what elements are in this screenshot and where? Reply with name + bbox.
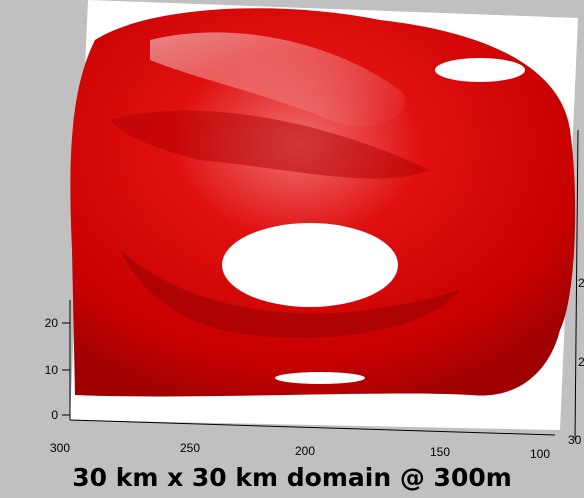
tick-label: 200 [295, 444, 315, 458]
shadow-band [120, 250, 460, 338]
tick-label: 150 [430, 445, 450, 459]
highlight [150, 32, 406, 127]
bottom-ticks: 300 250 200 150 100 [50, 441, 550, 461]
tick-label: 0 [51, 408, 58, 422]
axis-line [574, 129, 579, 441]
axis-line [69, 419, 556, 436]
tick-label: 2 [578, 276, 584, 290]
shadow-band [110, 110, 430, 179]
tick-label: 300 [50, 441, 70, 455]
left-ticks: 20 10 0 [45, 316, 70, 422]
right-ticks: 2 2 30 [568, 276, 584, 447]
tick-label: 2 [578, 355, 584, 369]
tick-label: 20 [45, 316, 59, 330]
caption: 30 km x 30 km domain @ 300m [72, 463, 512, 492]
tick-label: 250 [180, 441, 200, 455]
tick-label: 100 [530, 447, 550, 461]
eye [222, 223, 398, 307]
gap [435, 58, 525, 82]
tick-label: 10 [45, 363, 59, 377]
gap [275, 372, 365, 384]
tick-label: 30 [568, 433, 582, 447]
